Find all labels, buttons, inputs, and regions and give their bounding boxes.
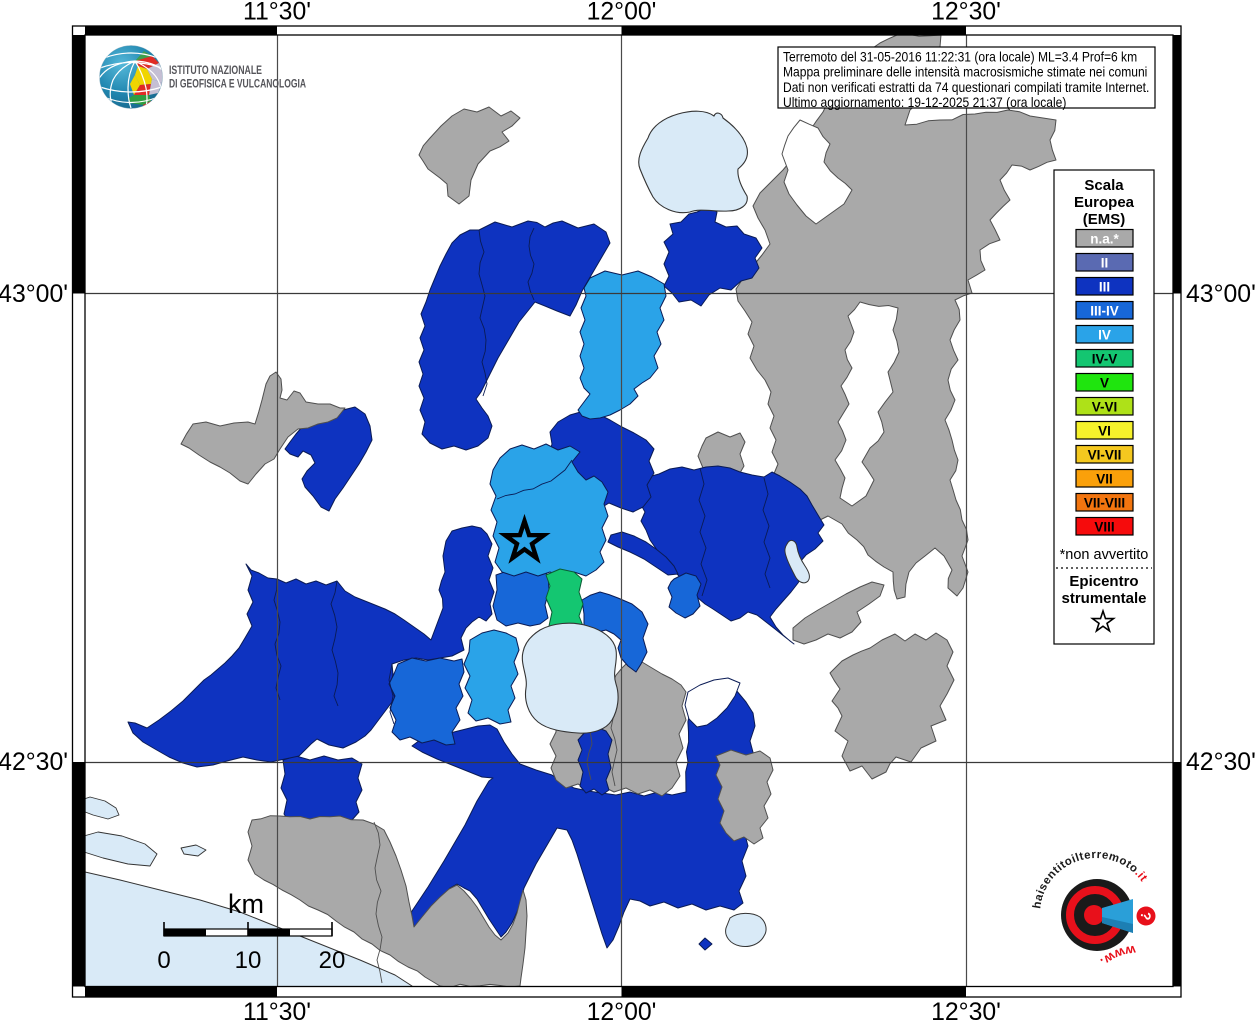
svg-text:42°30': 42°30' [1186, 749, 1256, 776]
svg-text:IV: IV [1098, 328, 1111, 343]
svg-text:ISTITUTO NAZIONALE: ISTITUTO NAZIONALE [169, 63, 262, 77]
svg-text:IV-V: IV-V [1092, 352, 1118, 367]
svg-text:Mappa preliminare delle intens: Mappa preliminare delle intensità macros… [783, 64, 1147, 80]
svg-text:43°00': 43°00' [0, 281, 68, 308]
svg-text:km: km [228, 889, 264, 919]
svg-text:(EMS): (EMS) [1083, 211, 1126, 228]
svg-text:11°30': 11°30' [243, 0, 311, 26]
svg-text:*non avvertito: *non avvertito [1060, 547, 1149, 563]
svg-text:VIII: VIII [1094, 520, 1114, 535]
svg-text:?: ? [1138, 911, 1155, 921]
svg-text:VII: VII [1096, 472, 1113, 487]
svg-text:12°30': 12°30' [931, 0, 1001, 26]
svg-text:20: 20 [319, 947, 346, 974]
svg-text:Scala: Scala [1084, 177, 1124, 194]
svg-text:strumentale: strumentale [1061, 590, 1146, 607]
svg-text:12°00': 12°00' [587, 0, 657, 26]
svg-text:Ultimo aggiornamento: 19-12-20: Ultimo aggiornamento: 19-12-2025 21:37 (… [783, 94, 1066, 110]
svg-text:DI GEOFISICA E VULCANOLOGIA: DI GEOFISICA E VULCANOLOGIA [169, 77, 306, 91]
svg-text:43°00': 43°00' [1186, 281, 1256, 308]
svg-text:II: II [1101, 256, 1109, 271]
svg-text:V: V [1100, 376, 1109, 391]
svg-text:42°30': 42°30' [0, 749, 68, 776]
svg-text:Dati non verificati estratti d: Dati non verificati estratti da 74 quest… [783, 79, 1149, 95]
svg-text:12°00': 12°00' [587, 999, 657, 1024]
svg-text:10: 10 [235, 947, 262, 974]
svg-text:III: III [1099, 280, 1110, 295]
svg-text:VII-VIII: VII-VIII [1084, 496, 1125, 511]
svg-text:III-IV: III-IV [1090, 304, 1119, 319]
svg-text:12°30': 12°30' [931, 999, 1001, 1024]
svg-text:V-VI: V-VI [1092, 400, 1118, 415]
svg-text:n.a.*: n.a.* [1090, 232, 1119, 247]
svg-text:11°30': 11°30' [243, 999, 311, 1024]
svg-text:VI: VI [1098, 424, 1111, 439]
svg-text:Europea: Europea [1074, 194, 1135, 211]
svg-text:VI-VII: VI-VII [1088, 448, 1122, 463]
svg-text:Terremoto del 31-05-2016 11:22: Terremoto del 31-05-2016 11:22:31 (ora l… [783, 49, 1137, 65]
svg-text:0: 0 [157, 947, 170, 974]
svg-text:Epicentro: Epicentro [1069, 573, 1138, 590]
